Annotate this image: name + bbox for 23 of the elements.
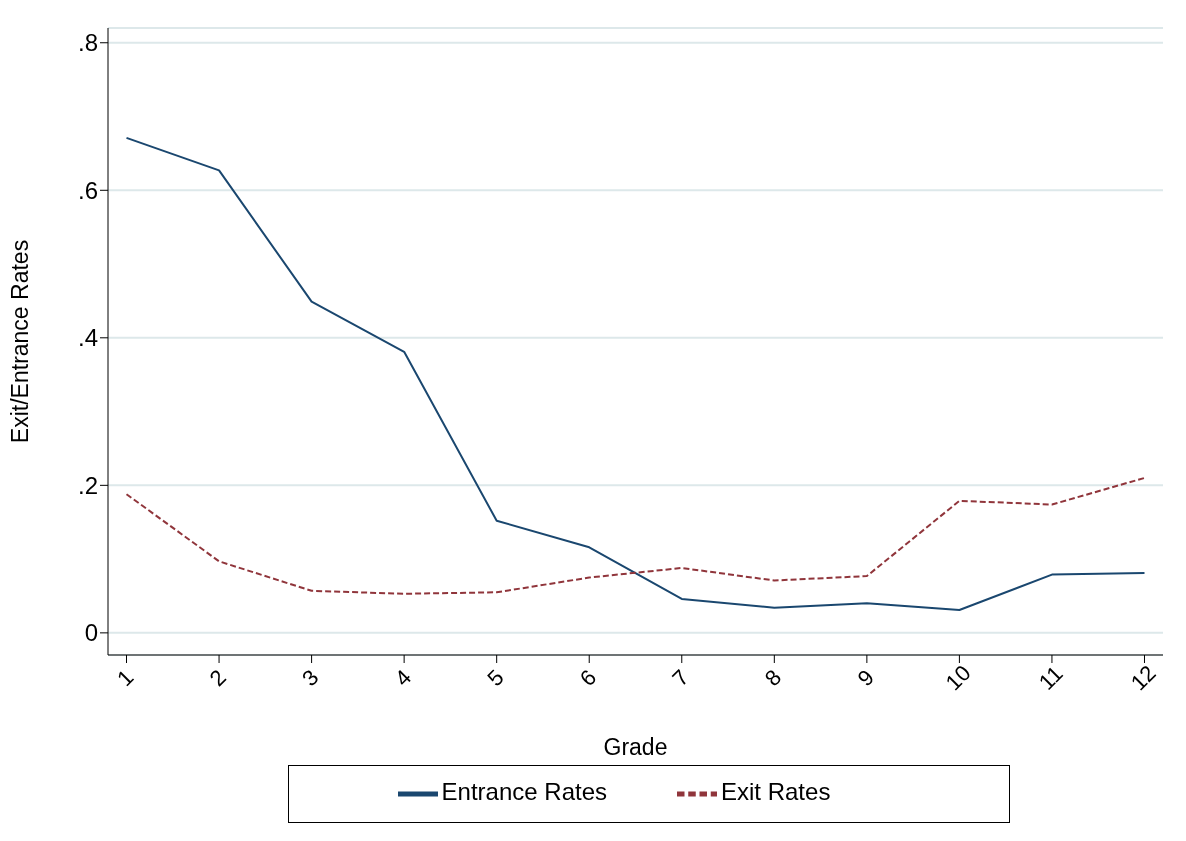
x-tick-label: 10 bbox=[940, 660, 976, 696]
x-tick-label: 4 bbox=[389, 664, 417, 691]
y-tick-label: .6 bbox=[77, 176, 98, 204]
y-axis-title: Exit/Entrance Rates bbox=[7, 239, 34, 444]
x-tick-label: 12 bbox=[1125, 660, 1161, 696]
x-tick-label: 9 bbox=[852, 664, 879, 691]
x-tick-label: 11 bbox=[1033, 660, 1068, 695]
y-tick-label: .4 bbox=[77, 324, 98, 352]
y-tick-label: .8 bbox=[77, 29, 98, 57]
line-series bbox=[125, 476, 1146, 595]
x-tick-label: 7 bbox=[667, 664, 694, 691]
x-axis-title: Grade bbox=[603, 734, 668, 760]
x-tick-label: 6 bbox=[574, 664, 602, 691]
line-series bbox=[125, 136, 1146, 611]
x-tick-label: 1 bbox=[112, 664, 139, 691]
y-tick-label: .2 bbox=[77, 471, 98, 499]
x-tick-label: 3 bbox=[297, 664, 324, 691]
x-tick-label: 2 bbox=[204, 664, 232, 691]
legend-label: Exit Rates bbox=[721, 778, 831, 806]
x-tick-label: 5 bbox=[482, 664, 509, 691]
x-tick-label: 8 bbox=[759, 664, 787, 691]
y-tick-label: 0 bbox=[84, 619, 98, 647]
legend-label: Entrance Rates bbox=[441, 778, 608, 806]
